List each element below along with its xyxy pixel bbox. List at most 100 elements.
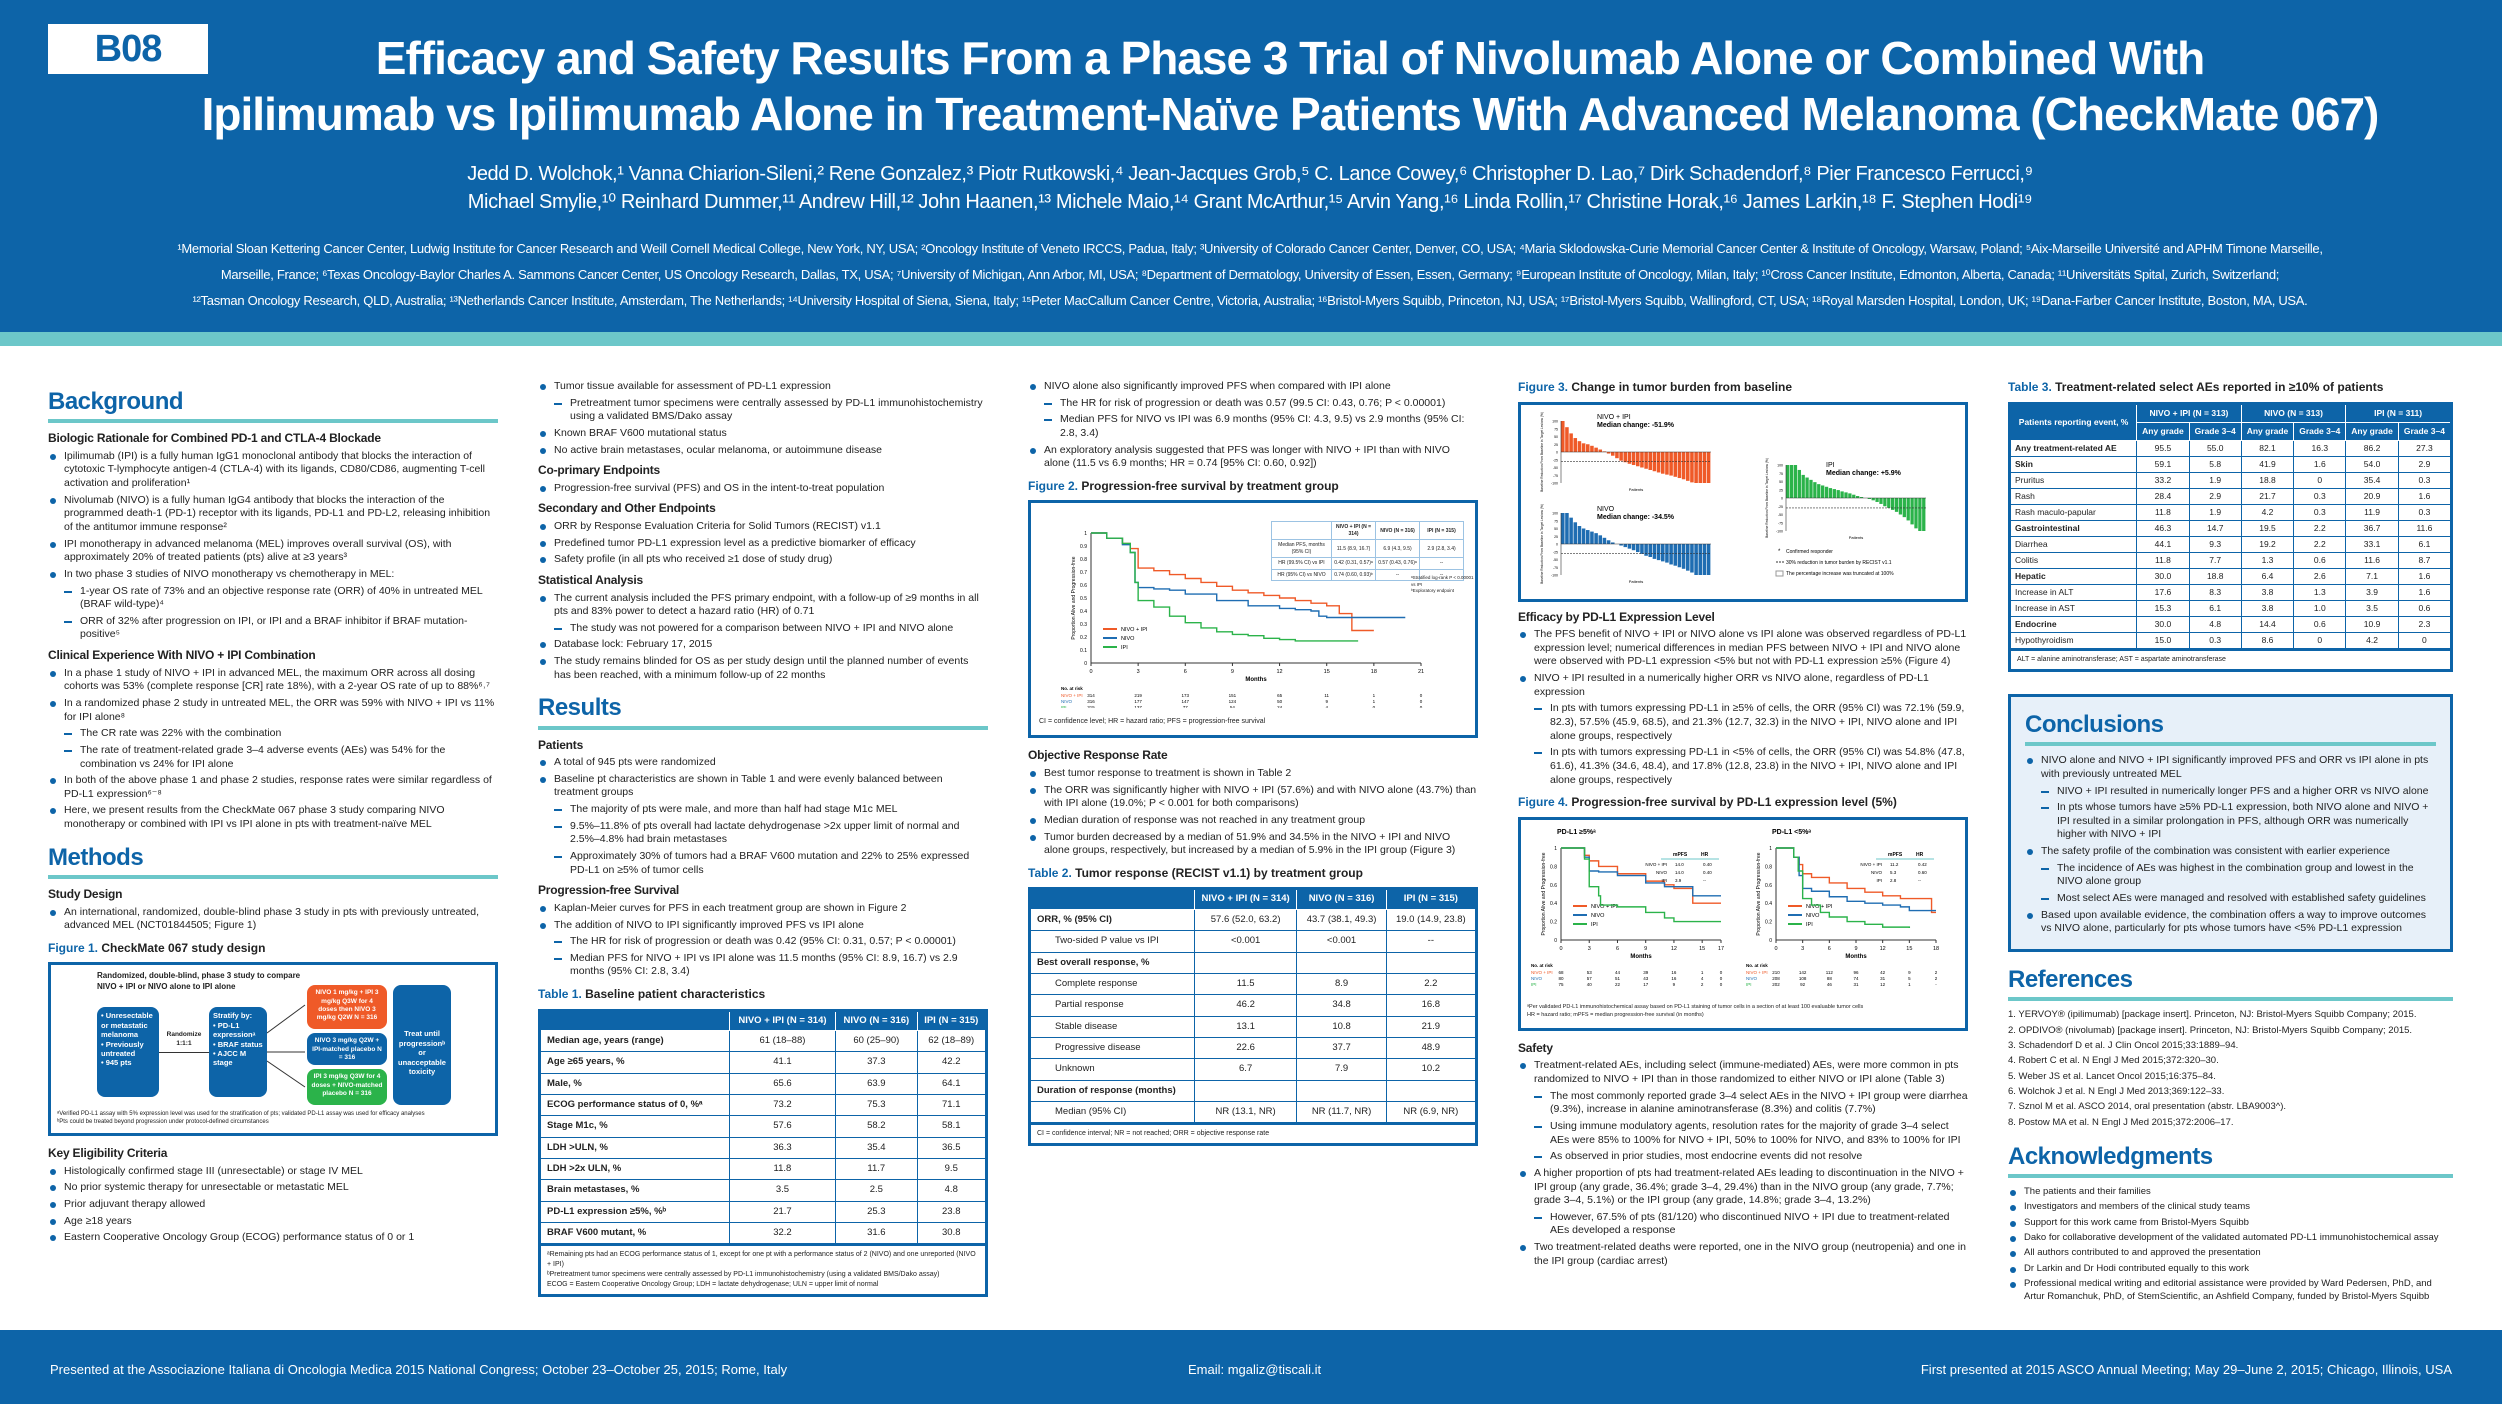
footer-email[interactable]: Email: mgaliz@tiscali.it [1188, 1362, 1322, 1377]
inset-value: 0.74 (0.60, 0.93)ᵇ [1331, 568, 1376, 582]
cell-value: 9.3 [2188, 535, 2242, 554]
x-tick-label: 17 [1718, 946, 1724, 952]
list-item: Eastern Cooperative Oncology Group (ECOG… [48, 1231, 498, 1245]
list-item: The ORR was significantly higher with NI… [1028, 784, 1478, 811]
poster-header: B08 Efficacy and Safety Results From a P… [0, 0, 2502, 332]
at-risk-count: 4 [1325, 705, 1328, 708]
cell-value: 0.6 [2293, 616, 2347, 634]
cell-value: 71.1 [916, 1094, 987, 1117]
waterfall-bar [1594, 532, 1598, 544]
y-tick-label: 75 [1554, 427, 1558, 431]
column-header: NIVO + IPI (N = 314) [728, 1009, 837, 1032]
at-risk-count: 54 [1230, 705, 1236, 708]
column-header: IPI (N = 315) [1385, 888, 1478, 910]
at-risk-count: 46 [1827, 982, 1833, 987]
column-header: Any grade [2240, 421, 2295, 441]
list-item: Progression-free survival (PFS) and OS i… [538, 482, 988, 496]
hr-header: HR [1701, 852, 1709, 858]
x-axis-label: Months [1630, 954, 1652, 960]
study-design-diagram: Randomized, double-blind, phase 3 study … [48, 962, 498, 1136]
x-tick-label: 18 [1933, 946, 1939, 952]
cell-value: 11.6 [2345, 552, 2399, 570]
table-row: Duration of response (months) [1029, 1079, 1478, 1102]
inset-header: NIVO + IPI (N = 314) [1331, 521, 1376, 541]
x-tick-label: 15 [1324, 669, 1330, 675]
y-axis-label: Baseline Reduction From Baseline in Targ… [1540, 412, 1544, 492]
cell-value: 2.9 [2188, 487, 2242, 505]
row-label: Age ≥65 years, % [539, 1051, 730, 1074]
table-row: Gastrointestinal 46.3 14.7 19.5 2.2 36.7 11.6 [2008, 519, 2453, 537]
waterfall-bar [1561, 420, 1565, 452]
x-axis-label: Months [1245, 677, 1267, 683]
at-risk-count: 40 [1587, 982, 1593, 987]
table-number: Table 3. [2008, 380, 2052, 394]
waterfall-bar [1619, 543, 1623, 546]
waterfall-bar [1590, 445, 1594, 452]
waterfall-bar [1840, 490, 1844, 498]
at-risk-count: 2 [1935, 970, 1938, 975]
y-tick-label: 0 [1556, 542, 1558, 546]
cell-value: NR (11.7, NR) [1296, 1100, 1387, 1125]
waterfall-bar [1848, 492, 1852, 498]
cell-value: 1.0 [2293, 600, 2347, 618]
cell-value: 20.9 [2345, 487, 2399, 505]
cell-value: 1.6 [2397, 487, 2453, 505]
subheading: Objective Response Rate [1028, 748, 1168, 763]
y-tick-label: 50 [1779, 480, 1783, 484]
list-item: 9.5%–11.8% of pts overall had lactate de… [538, 820, 988, 847]
at-risk-count: 210 [1772, 970, 1780, 975]
y-tick-label: 0.3 [1080, 622, 1087, 628]
cell-value: 8.3 [2188, 584, 2242, 602]
risk-table-label: No. at risk [1531, 963, 1553, 968]
list-item: Treatment-related AEs, including select … [1518, 1059, 1968, 1086]
list-item: Dr Larkin and Dr Hodi contributed equall… [2008, 1263, 2453, 1275]
y-tick-label: 75 [1554, 519, 1558, 523]
footnote: ECOG = Eastern Cooperative Oncology Grou… [547, 1280, 879, 1288]
section-heading: References [2008, 964, 2453, 1002]
asterisk-icon: * [1778, 549, 1781, 555]
waterfall-bar [1627, 543, 1632, 549]
cell-value: 4.2 [2345, 632, 2399, 651]
table-row: Median (95% CI) NR (13.1, NR) NR (11.7, NR… [1029, 1100, 1478, 1125]
y-tick-label: 0.2 [1765, 919, 1772, 925]
bullet-list: ORR by Response Evaluation Criteria for … [538, 520, 988, 567]
cell-value: 11.8 [728, 1158, 837, 1181]
waterfall-bar [1644, 451, 1648, 469]
figure-2-title: Figure 2. Progression-free survival by t… [1028, 479, 1478, 495]
affil-line: ¹²Tasman Oncology Research, QLD, Austral… [192, 293, 2308, 308]
list-item: Baseline pt characteristics are shown in… [538, 773, 988, 800]
section-heading: Results [538, 692, 988, 730]
y-tick-label: 0.8 [1080, 557, 1087, 563]
waterfall-bar [1681, 451, 1686, 479]
figure-number: Figure 4. [1518, 795, 1569, 810]
group-header: NIVO + IPI (N = 313) [2136, 402, 2242, 423]
at-risk-count: 0 [1720, 976, 1723, 981]
cell-value: 61 (18–88) [728, 1030, 837, 1053]
table-row: Partial response 46.2 34.8 16.8 [1029, 994, 1478, 1017]
list-item: Median PFS for NIVO + IPI vs IPI alone w… [538, 952, 988, 979]
waterfall-bar [1577, 525, 1582, 544]
at-risk-count: 39 [1643, 970, 1649, 975]
x-axis-label: Patients [1629, 487, 1643, 492]
cell-value: 37.7 [1296, 1036, 1387, 1060]
reference-item: 4. Robert C et al. N Engl J Med 2015;372… [2008, 1055, 2219, 1067]
cell-value: 0.3 [2397, 503, 2453, 521]
at-risk-count: 137 [1134, 705, 1142, 708]
mpfs-arm: NIVO + IPI [1860, 862, 1882, 867]
waterfall-bar [1809, 479, 1813, 498]
y-tick-label: 0.9 [1080, 544, 1087, 550]
waterfall-bar [1656, 543, 1661, 560]
cell-value: 8.9 [1296, 972, 1387, 996]
list-item: Pretreatment tumor specimens were centra… [538, 397, 988, 424]
at-risk-count: 173 [1182, 693, 1190, 698]
at-risk-count: 17 [1643, 982, 1649, 987]
cell-value: 11.5 [1193, 972, 1298, 996]
bullet-list: Ipilimumab (IPI) is a fully human IgG1 m… [48, 450, 498, 642]
at-risk-count: 147 [1182, 699, 1190, 704]
at-risk-count: 124 [1229, 699, 1237, 704]
waterfall-bar [1598, 449, 1603, 452]
row-label: Gastrointestinal [2008, 519, 2138, 537]
cell-value: 15.0 [2136, 632, 2190, 651]
mpfs-header: mPFS [1673, 852, 1688, 858]
waterfall-bar [1677, 543, 1682, 567]
